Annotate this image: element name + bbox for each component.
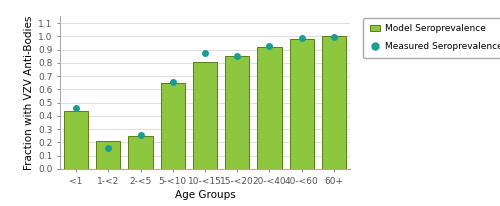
Point <box>298 36 306 39</box>
Bar <box>96 141 120 169</box>
Legend: Model Seroprevalence, Measured Seroprevalence: Model Seroprevalence, Measured Seropreva… <box>363 18 500 58</box>
X-axis label: Age Groups: Age Groups <box>174 190 236 200</box>
Bar <box>225 56 250 169</box>
Bar <box>160 83 185 169</box>
Bar <box>128 136 152 169</box>
Point <box>266 45 274 48</box>
Point <box>201 51 209 55</box>
Point <box>169 81 177 84</box>
Bar <box>258 47 281 169</box>
Bar <box>322 36 346 169</box>
Point <box>104 147 112 150</box>
Point <box>330 35 338 39</box>
Point <box>136 133 144 137</box>
Point <box>72 106 80 110</box>
Point <box>233 55 241 58</box>
Bar <box>193 62 217 169</box>
Bar <box>290 39 314 169</box>
Bar <box>64 111 88 169</box>
Y-axis label: Fraction with VZV Anti-Bodies: Fraction with VZV Anti-Bodies <box>24 15 34 170</box>
